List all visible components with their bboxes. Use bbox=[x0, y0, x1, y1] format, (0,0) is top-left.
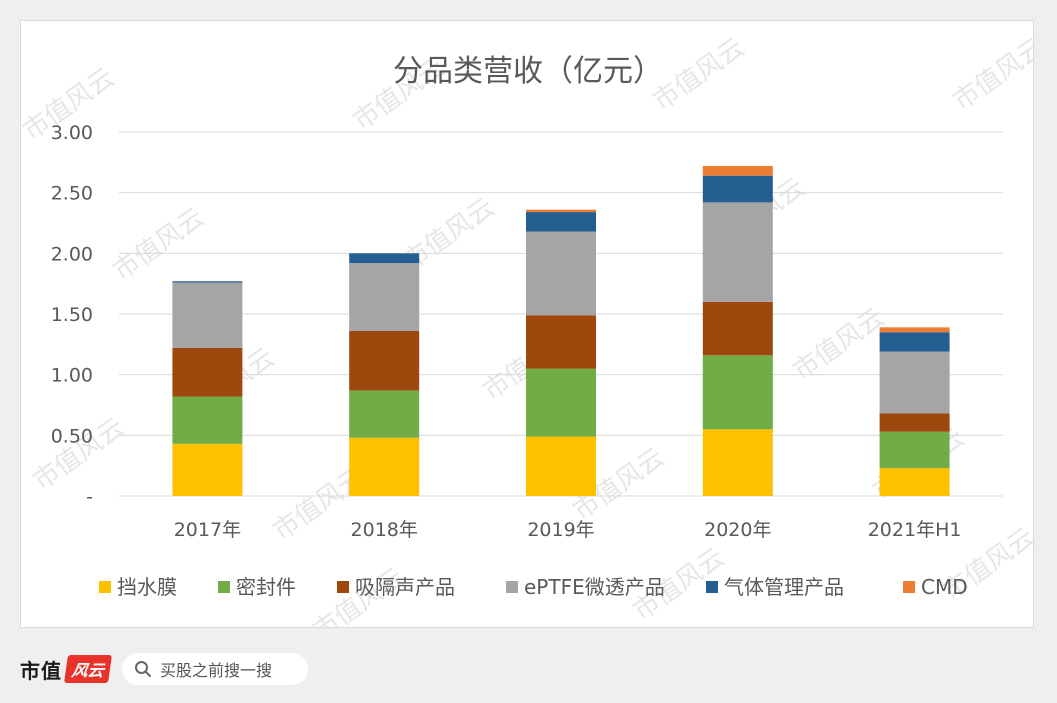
bar-segment bbox=[349, 437, 420, 496]
bar-segment bbox=[172, 282, 243, 348]
bar-segment bbox=[526, 212, 596, 232]
y-tick-label: 2.00 bbox=[51, 243, 93, 265]
y-axis-ticks: - 0.50 1.00 1.50 2.00 2.50 3.00 bbox=[51, 122, 93, 508]
bar-segment bbox=[172, 443, 243, 496]
bar-segment bbox=[172, 281, 243, 283]
bar-segment bbox=[526, 315, 596, 369]
legend-swatch bbox=[903, 581, 915, 593]
brand-name: 市值 bbox=[20, 658, 62, 683]
y-tick-label: 3.00 bbox=[51, 122, 93, 144]
bar-segment bbox=[349, 330, 420, 391]
x-tick-label: 2020年 bbox=[704, 519, 771, 541]
bar-segment bbox=[702, 202, 773, 302]
bar-segment bbox=[879, 413, 950, 432]
bar-segment bbox=[879, 332, 950, 352]
bar-segment bbox=[702, 429, 773, 496]
legend-swatch bbox=[99, 581, 111, 593]
y-tick-label: 1.50 bbox=[51, 304, 93, 326]
bar-segment bbox=[702, 175, 773, 203]
legend-swatch bbox=[218, 581, 230, 593]
x-tick-label: 2017年 bbox=[174, 519, 241, 541]
legend-label: 密封件 bbox=[236, 575, 296, 599]
search-placeholder: 买股之前搜一搜 bbox=[160, 661, 273, 680]
y-tick-label: 0.50 bbox=[51, 425, 93, 447]
legend-label: CMD bbox=[921, 575, 968, 599]
y-tick-label: - bbox=[86, 486, 93, 508]
bar-segment bbox=[702, 165, 773, 176]
legend: 挡水膜 密封件 吸隔声产品 ePTFE微透产品 气体管理产品 CMD bbox=[99, 575, 968, 599]
bar-segment bbox=[879, 468, 950, 496]
brand-logo: 风云 bbox=[64, 655, 112, 683]
x-tick-label: 2019年 bbox=[527, 519, 594, 541]
search-box[interactable]: 买股之前搜一搜 bbox=[122, 653, 309, 685]
bar-segment bbox=[526, 209, 596, 213]
bar-segment bbox=[702, 355, 773, 430]
chart-card: 市值风云 市值风云 市值风云 市值风云 市值风云 市值风云 市值风云 市值风云 市值风云 市值风云… bbox=[20, 20, 1035, 629]
search-icon bbox=[135, 661, 152, 677]
legend-swatch bbox=[506, 581, 518, 593]
y-tick-label: 1.00 bbox=[51, 365, 93, 387]
bar-segment bbox=[349, 390, 420, 438]
legend-label: 气体管理产品 bbox=[724, 575, 844, 599]
chart-title: 分品类营收（亿元） bbox=[393, 54, 663, 89]
bar-segment bbox=[702, 301, 773, 356]
bar-segment bbox=[526, 231, 596, 316]
bar-segment bbox=[526, 368, 596, 437]
bars bbox=[172, 165, 950, 496]
x-axis-ticks: 2017年 2018年 2019年 2020年 2021年H1 bbox=[174, 519, 962, 541]
x-tick-label: 2018年 bbox=[351, 519, 418, 541]
bar-segment bbox=[879, 327, 950, 333]
bar-segment bbox=[172, 347, 243, 397]
legend-label: 挡水膜 bbox=[117, 575, 177, 599]
watermark-text: 市值风云 bbox=[948, 32, 1035, 116]
legend-swatch bbox=[337, 581, 349, 593]
watermark-text: 市值风云 bbox=[648, 32, 750, 116]
bar-segment bbox=[172, 396, 243, 444]
legend-swatch bbox=[706, 581, 718, 593]
bar-segment bbox=[879, 431, 950, 469]
watermark-text: 市值风云 bbox=[788, 302, 890, 386]
bar-segment bbox=[349, 253, 420, 264]
legend-label: ePTFE微透产品 bbox=[524, 575, 665, 599]
watermark-text: 市值风云 bbox=[108, 202, 210, 286]
bar-segment bbox=[526, 436, 596, 496]
footer: 市值 风云 买股之前搜一搜 bbox=[20, 652, 309, 686]
bar-segment bbox=[349, 263, 420, 331]
x-tick-label: 2021年H1 bbox=[868, 519, 962, 541]
bar-segment bbox=[879, 351, 950, 414]
legend-label: 吸隔声产品 bbox=[355, 575, 455, 599]
y-tick-label: 2.50 bbox=[51, 183, 93, 205]
